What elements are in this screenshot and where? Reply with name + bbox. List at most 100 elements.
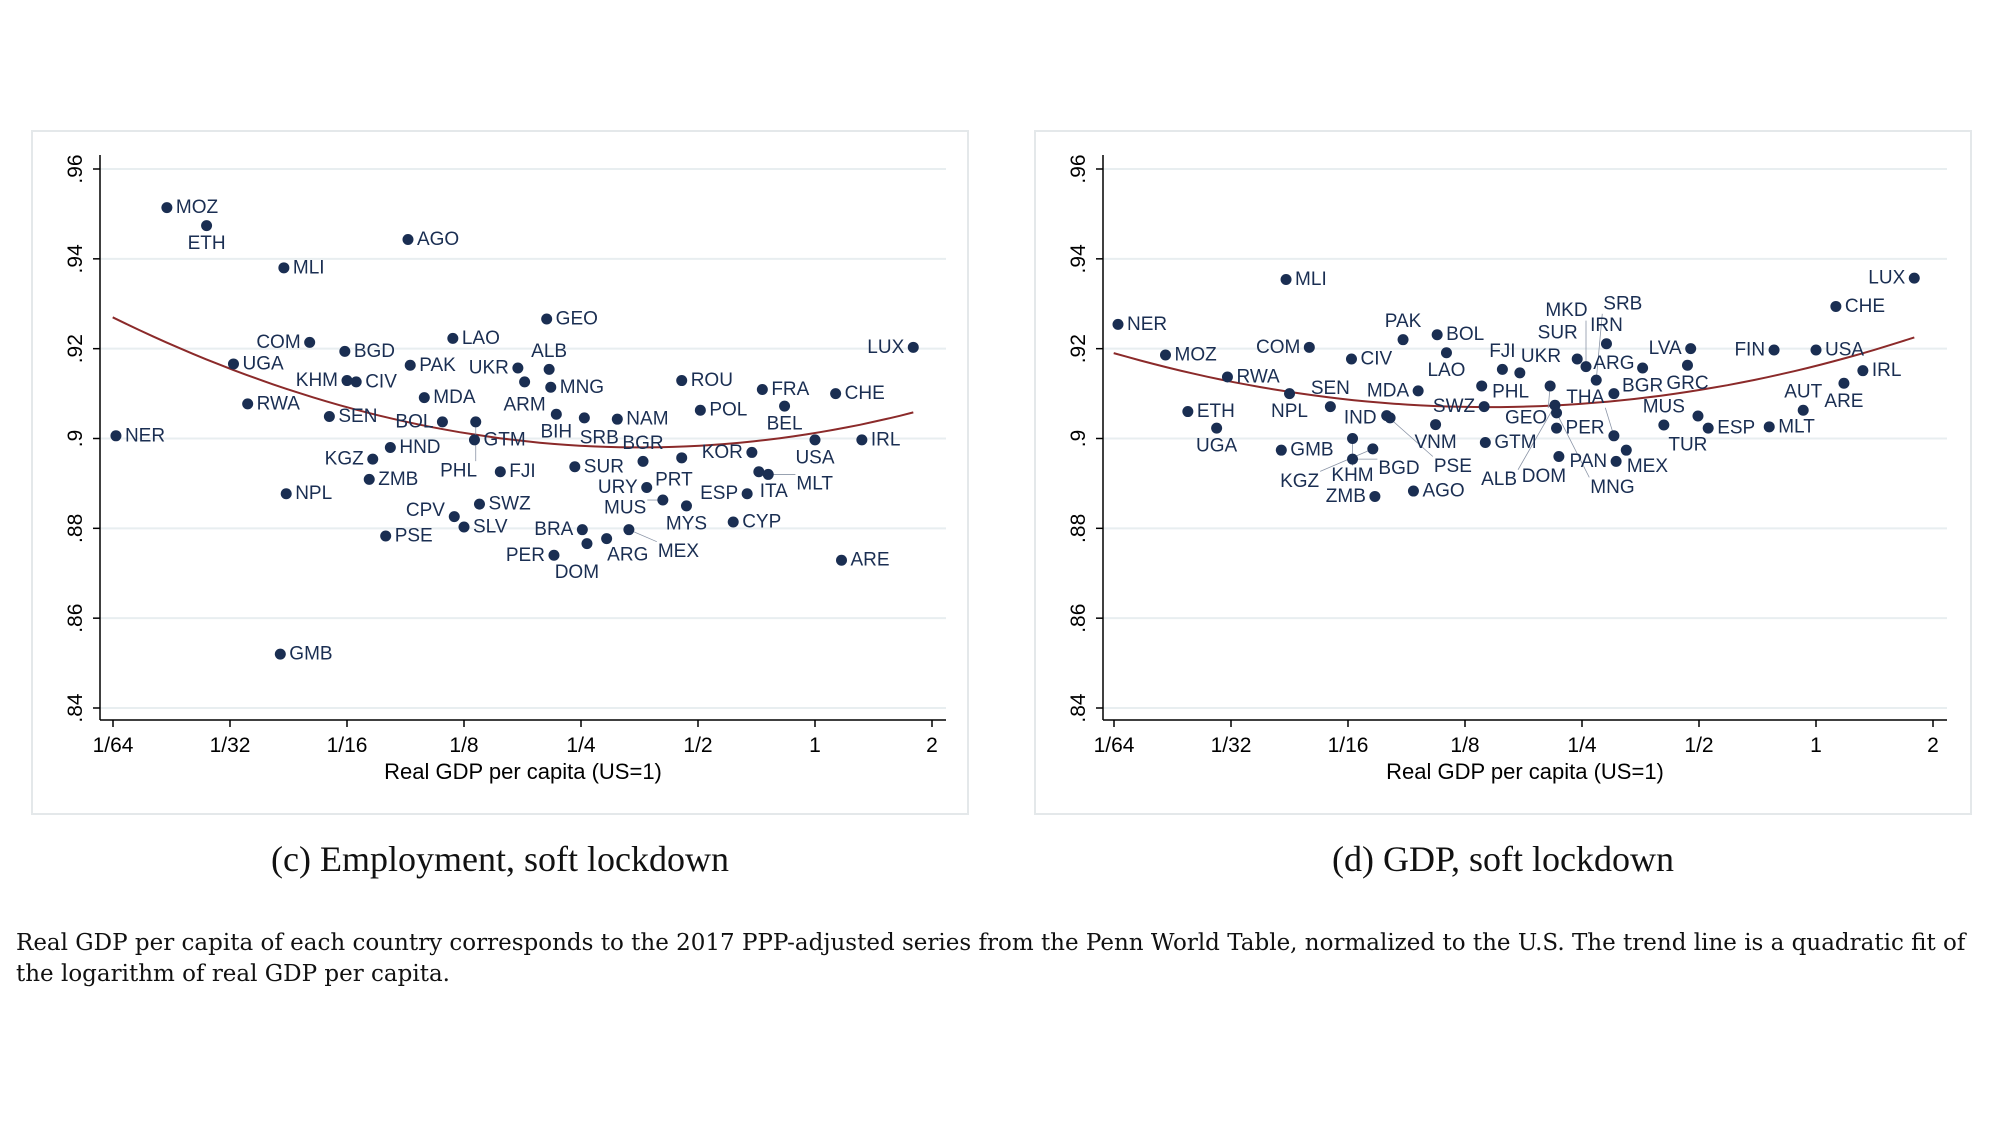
y-tick-label: .96: [64, 154, 87, 183]
data-point-KHM: [341, 375, 353, 387]
data-point-AGO: [402, 234, 414, 246]
point-label-VNM: VNM: [1414, 432, 1456, 453]
point-label-UGA: UGA: [1196, 436, 1238, 457]
data-point-ETH: [201, 220, 213, 232]
point-label-BGD: BGD: [354, 341, 395, 362]
data-point-PSE: [380, 530, 392, 542]
point-label-MEX: MEX: [658, 541, 700, 562]
data-point-MLI: [1280, 273, 1292, 285]
data-point-POL: [694, 404, 706, 416]
point-label-MKD: MKD: [1545, 300, 1587, 321]
data-point-SWZ: [473, 498, 485, 510]
point-label-CYP: CYP: [742, 512, 781, 533]
data-point-ARM: [519, 376, 531, 388]
point-label-PER: PER: [506, 545, 545, 566]
data-point-IRL: [856, 434, 868, 446]
data-point-AGO: [1407, 485, 1419, 497]
x-tick-label: 1/2: [683, 734, 712, 757]
point-label-SUR: SUR: [584, 456, 624, 477]
point-label-PHL: PHL: [1492, 381, 1529, 402]
point-label-ARG: ARG: [607, 544, 648, 565]
point-label-GEO: GEO: [556, 309, 598, 330]
data-point-LUX: [907, 341, 919, 353]
figure-note: Real GDP per capita of each country corr…: [16, 930, 1966, 987]
point-label-PAK: PAK: [419, 355, 456, 376]
point-label-GMB: GMB: [1290, 440, 1333, 461]
point-label-SRB: SRB: [580, 427, 619, 448]
data-point-SEN: [1324, 401, 1336, 413]
point-label-NER: NER: [125, 425, 165, 446]
point-label-BEL: BEL: [767, 414, 803, 435]
point-label-DOM: DOM: [1522, 466, 1566, 487]
point-label-ZMB: ZMB: [1326, 486, 1366, 507]
data-point-FJI: [1496, 363, 1508, 375]
label-leader-ALB: [1517, 405, 1556, 470]
point-label-SWZ: SWZ: [1433, 396, 1476, 417]
data-point-IRN: [1600, 338, 1612, 350]
point-label-URY: URY: [598, 477, 638, 498]
data-point-ALB: [543, 363, 555, 375]
data-point-HND: [384, 441, 396, 453]
y-tick-label: .86: [64, 604, 87, 633]
point-label-FJI: FJI: [509, 461, 535, 482]
point-label-PER: PER: [1566, 418, 1605, 439]
data-point-MOZ: [161, 202, 173, 214]
data-point-GTM: [1479, 437, 1491, 449]
point-label-MNG: MNG: [1590, 477, 1634, 498]
label-leader-SRB: [1595, 313, 1603, 381]
data-point-MEX: [623, 524, 635, 536]
point-label-NPL: NPL: [1271, 401, 1308, 422]
point-label-UGA: UGA: [242, 353, 283, 374]
data-point-ARG: [1608, 388, 1620, 400]
data-point-RWA: [242, 398, 254, 410]
data-point-SLV: [458, 521, 470, 533]
data-point-MLT: [1763, 421, 1775, 433]
data-point-PER: [1551, 422, 1563, 434]
point-label-PSE: PSE: [1434, 456, 1472, 477]
point-label-CIV: CIV: [365, 371, 397, 392]
data-point-USA: [1810, 344, 1822, 356]
data-point-THA: [1608, 430, 1620, 442]
x-tick-label: 1/64: [1094, 734, 1135, 757]
data-point-BGR: [1637, 362, 1649, 374]
chart-gdp: .84 .86 .88 .9 .92 .96 .94 1/64 1/32 1/16 1/8 1/4 1/…: [1034, 130, 1972, 815]
data-point-BGR: [637, 455, 649, 467]
chart-employment: .84 .86 .88 .9 .92 .96 .94 1/64 1/32 1/16 1/8 1/4 1/…: [31, 130, 969, 815]
data-point-MNG: [545, 381, 557, 393]
data-point-GEO: [541, 313, 553, 325]
point-label-IND: IND: [1344, 407, 1377, 428]
point-label-SLV: SLV: [473, 516, 508, 537]
data-point-BEL: [779, 400, 791, 412]
x-axis-label: Real GDP per capita (US=1): [1386, 759, 1664, 784]
data-point-ZMB: [363, 473, 375, 485]
point-label-GTM: GTM: [1494, 432, 1536, 453]
point-label-FIN: FIN: [1734, 340, 1765, 361]
y-tick-label: .88: [1067, 514, 1090, 543]
data-point-MUS: [1658, 419, 1670, 431]
data-point-SUR: [1571, 353, 1583, 365]
data-point-ZMB: [1369, 490, 1381, 502]
point-label-COM: COM: [1256, 337, 1300, 358]
point-label-MYS: MYS: [666, 513, 707, 534]
point-label-AUT: AUT: [1784, 382, 1822, 403]
point-label-PRT: PRT: [655, 470, 693, 491]
point-label-ETH: ETH: [188, 233, 226, 254]
point-label-COM: COM: [256, 332, 300, 353]
data-point-CIV: [350, 376, 362, 388]
x-tick-label: 1: [1810, 734, 1822, 757]
data-point-UKR: [1514, 367, 1526, 379]
data-point-NER: [110, 430, 122, 442]
data-point-CPV: [448, 511, 460, 523]
data-point-GRC: [1681, 359, 1693, 371]
data-point-PAN: [1610, 455, 1622, 467]
point-label-PAK: PAK: [1385, 311, 1422, 332]
point-label-NPL: NPL: [295, 483, 332, 504]
point-label-MEX: MEX: [1627, 456, 1669, 477]
data-point-AUT: [1797, 404, 1809, 416]
x-tick-label: 1/32: [210, 734, 251, 757]
trend-line: [1113, 336, 1915, 409]
y-tick-label: .94: [1067, 244, 1090, 274]
data-point-MUS: [657, 494, 669, 506]
data-point-IND: [1384, 412, 1396, 424]
